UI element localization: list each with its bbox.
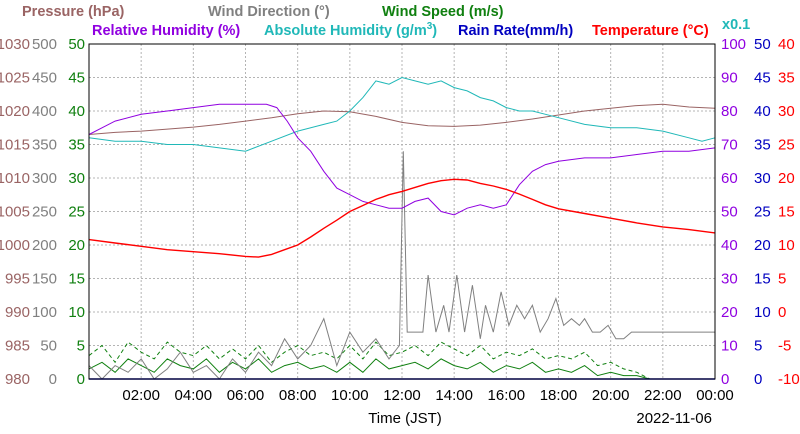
tick-label-pressure: 1000 — [0, 237, 30, 254]
tick-label-temperature: 0 — [778, 304, 786, 321]
series-line-wind-speed-m-s — [88, 358, 715, 380]
tick-label-pressure: 1015 — [0, 137, 30, 154]
tick-label-pressure: 990 — [5, 304, 30, 321]
x-tick-label: 12:00 — [383, 387, 421, 404]
tick-label-temperature: 5 — [778, 271, 786, 288]
series-line-absolute-humidity-g-m3-x0-1 — [88, 76, 716, 152]
legend-pressure: Pressure (hPa) — [22, 4, 125, 20]
tick-label-pressure: 1030 — [0, 36, 30, 53]
tick-label-wind-direction: 400 — [32, 103, 57, 120]
tick-label-temperature: 25 — [778, 137, 795, 154]
tick-label-humidity: 80 — [721, 103, 738, 120]
tick-label-humidity: 50 — [721, 204, 738, 221]
tick-label-pressure: 1025 — [0, 70, 30, 87]
x-tick-label: 06:00 — [227, 387, 265, 404]
tick-label-humidity: 70 — [721, 137, 738, 154]
tick-label-wind-direction: 300 — [32, 170, 57, 187]
tick-label-humidity: 0 — [721, 371, 729, 388]
tick-label-humidity: 90 — [721, 70, 738, 87]
tick-label-wind-speed: 30 — [68, 170, 85, 187]
tick-label-wind-direction: 50 — [40, 338, 57, 355]
tick-label-humidity: 60 — [721, 170, 738, 187]
tick-label-pressure: 1005 — [0, 204, 30, 221]
legend-rain-rate: Rain Rate(mm/h) — [458, 23, 573, 39]
tick-label-temperature: 20 — [778, 170, 795, 187]
tick-label-wind-speed: 0 — [77, 371, 85, 388]
tick-label-temperature: 10 — [778, 237, 795, 254]
tick-label-rain-rate: 5 — [754, 338, 762, 355]
tick-label-rain-rate: 45 — [754, 70, 771, 87]
tick-label-wind-speed: 15 — [68, 271, 85, 288]
legend-absolute-humidity: Absolute Humidity (g/m3) — [264, 21, 437, 39]
x-axis-title: Time (JST) — [368, 410, 442, 427]
legend-wind-direction: Wind Direction (°) — [208, 4, 330, 20]
tick-label-rain-rate: 0 — [754, 371, 762, 388]
tick-label-humidity: 10 — [721, 338, 738, 355]
tick-label-rain-rate: 20 — [754, 237, 771, 254]
tick-label-humidity: 40 — [721, 237, 738, 254]
tick-label-humidity: 30 — [721, 271, 738, 288]
x-tick-label: 14:00 — [435, 387, 473, 404]
tick-label-pressure: 995 — [5, 271, 30, 288]
tick-label-temperature: -5 — [778, 338, 791, 355]
tick-label-pressure: 1010 — [0, 170, 30, 187]
tick-label-temperature: 30 — [778, 103, 795, 120]
tick-label-rain-rate: 35 — [754, 137, 771, 154]
x-tick-label: 08:00 — [279, 387, 317, 404]
series-line-wind-speed-gust — [88, 341, 715, 380]
tick-label-wind-direction: 350 — [32, 137, 57, 154]
tick-label-wind-direction: 150 — [32, 271, 57, 288]
plot-frame — [88, 43, 716, 380]
tick-label-rain-rate: 10 — [754, 304, 771, 321]
tick-label-humidity: 20 — [721, 304, 738, 321]
legend-wind-speed: Wind Speed (m/s) — [382, 4, 504, 20]
x-tick-label: 22:00 — [644, 387, 682, 404]
tick-label-pressure: 980 — [5, 371, 30, 388]
tick-label-wind-speed: 25 — [68, 204, 85, 221]
tick-label-wind-direction: 250 — [32, 204, 57, 221]
tick-label-humidity: 100 — [721, 36, 746, 53]
tick-label-temperature: 35 — [778, 70, 795, 87]
chart-date: 2022-11-06 — [636, 410, 712, 427]
abs-humidity-scale-note: x0.1 — [722, 17, 750, 33]
tick-label-pressure: 985 — [5, 338, 30, 355]
x-tick-label: 18:00 — [540, 387, 578, 404]
tick-label-wind-speed: 50 — [68, 36, 85, 53]
tick-label-rain-rate: 25 — [754, 204, 771, 221]
x-tick-label: 02:00 — [122, 387, 160, 404]
tick-label-rain-rate: 50 — [754, 36, 771, 53]
tick-label-wind-direction: 0 — [49, 371, 57, 388]
x-tick-label: 00:00 — [696, 387, 734, 404]
legend-relative-humidity: Relative Humidity (%) — [92, 23, 240, 39]
series-line-pressure-hpa — [88, 103, 716, 135]
tick-label-wind-speed: 5 — [77, 338, 85, 355]
tick-label-wind-direction: 500 — [32, 36, 57, 53]
tick-label-wind-speed: 35 — [68, 137, 85, 154]
tick-label-wind-direction: 450 — [32, 70, 57, 87]
axis-tick-labels: 9809859909951000100510101015102010251030… — [0, 36, 800, 388]
tick-label-pressure: 1020 — [0, 103, 30, 120]
tick-label-temperature: -10 — [778, 371, 800, 388]
tick-label-wind-speed: 20 — [68, 237, 85, 254]
tick-label-wind-speed: 10 — [68, 304, 85, 321]
tick-label-wind-direction: 200 — [32, 237, 57, 254]
tick-label-wind-speed: 45 — [68, 70, 85, 87]
tick-label-rain-rate: 30 — [754, 170, 771, 187]
x-tick-label: 04:00 — [175, 387, 213, 404]
tick-label-rain-rate: 40 — [754, 103, 771, 120]
series-line-temperature-c — [88, 178, 716, 258]
x-tick-label: 10:00 — [331, 387, 369, 404]
tick-label-rain-rate: 15 — [754, 271, 771, 288]
series-line-relative-humidity — [88, 103, 716, 216]
x-tick-label: 20:00 — [592, 387, 630, 404]
legend-temperature: Temperature (°C) — [592, 23, 709, 39]
tick-label-temperature: 15 — [778, 204, 795, 221]
tick-label-wind-direction: 100 — [32, 304, 57, 321]
tick-label-wind-speed: 40 — [68, 103, 85, 120]
x-tick-label: 16:00 — [488, 387, 526, 404]
x-axis-tick-labels: 02:00 04:00 06:00 08:00 10:00 12:00 14:00 16:00… — [122, 387, 733, 404]
tick-label-temperature: 40 — [778, 36, 795, 53]
